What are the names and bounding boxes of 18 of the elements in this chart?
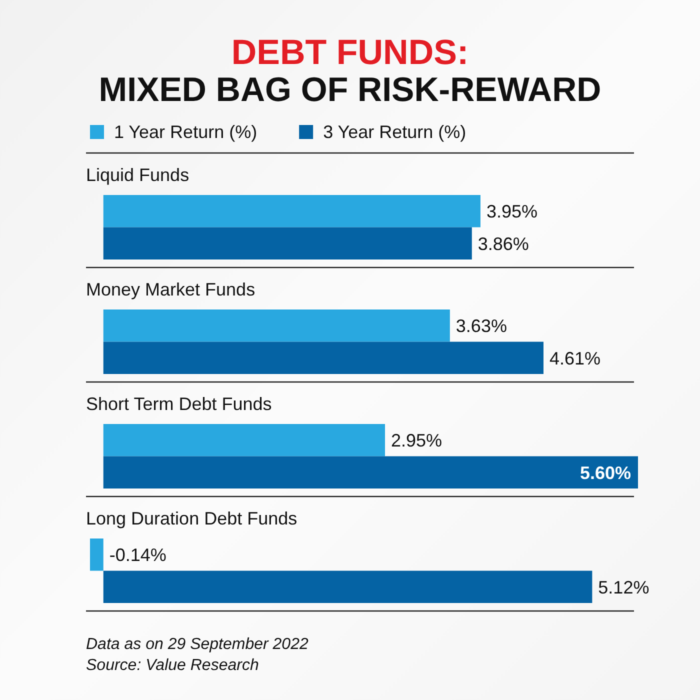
y-tick-label: Long Duration Debt Funds (86, 508, 298, 528)
source-note: Source: Value Research (86, 657, 259, 674)
chart-subtitle: MIXED BAG OF RISK-REWARD (98, 71, 602, 109)
data-label: 4.61% (549, 348, 601, 368)
legend-label: 3 Year Return (%) (323, 122, 466, 142)
text: Data as on 29 September 2022 (86, 636, 308, 653)
data-label: 2.95% (391, 430, 442, 451)
data-label: 5.60% (580, 462, 631, 483)
data-label: 3.95% (486, 202, 538, 222)
data-label: 3.86% (478, 234, 529, 254)
data-label: -0.14% (109, 545, 166, 566)
chart-title: DEBT FUNDS: (231, 33, 469, 72)
y-tick-label: Money Market Funds (86, 280, 256, 300)
legend-label: 1 Year Return (%) (114, 122, 258, 142)
y-tick-label: Short Term Debt Funds (86, 394, 272, 414)
y-tick-label: Liquid Funds (86, 165, 190, 185)
data-label: 5.12% (598, 577, 650, 598)
data-label: 3.63% (456, 316, 507, 336)
